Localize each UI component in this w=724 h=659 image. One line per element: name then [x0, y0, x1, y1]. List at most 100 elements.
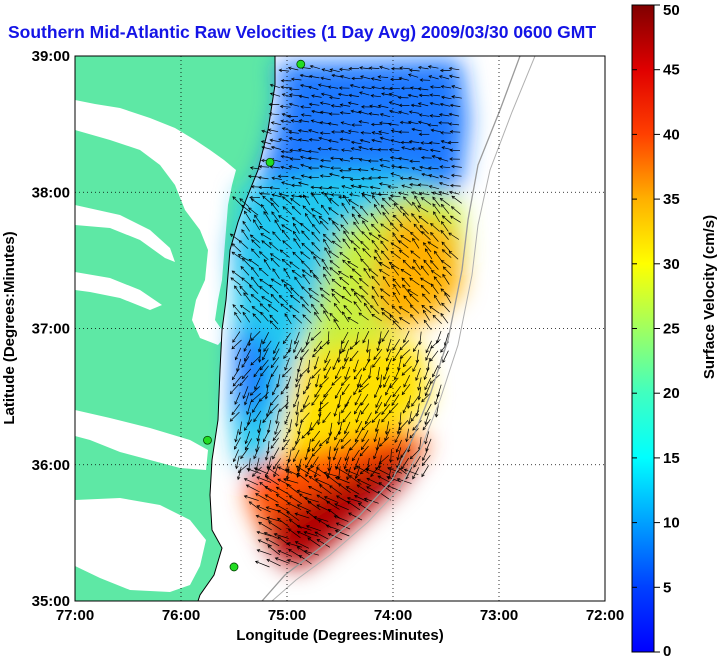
velocity-arrowhead [270, 364, 275, 369]
velocity-arrowhead [407, 73, 412, 77]
velocity-arrow [255, 493, 269, 502]
velocity-arrow [259, 278, 270, 287]
velocity-arrowhead [398, 317, 403, 321]
velocity-arrow [348, 130, 359, 133]
velocity-arrow [236, 358, 242, 372]
velocity-arrow [311, 208, 322, 216]
velocity-arrow [402, 212, 412, 223]
velocity-arrow [361, 438, 370, 450]
velocity-arrow [412, 238, 420, 249]
velocity-arrow [430, 149, 441, 152]
velocity-arrowhead [371, 275, 375, 280]
velocity-arrow [357, 215, 369, 223]
velocity-arrowhead [256, 476, 261, 480]
velocity-arrow [371, 78, 382, 81]
velocity-arrowhead [261, 356, 266, 361]
velocity-arrow [436, 330, 442, 344]
velocity-arrowhead [295, 423, 299, 427]
velocity-arrowhead [398, 249, 403, 254]
velocity-arrow [389, 93, 400, 97]
velocity-arrowhead [262, 419, 266, 424]
velocity-arrow [304, 550, 319, 556]
velocity-arrowhead [422, 309, 427, 314]
velocity-arrowhead [385, 391, 389, 396]
velocity-arrowhead [268, 102, 273, 107]
velocity-arrowhead [249, 234, 254, 238]
velocity-arrowhead [449, 215, 454, 219]
velocity-arrowhead [247, 174, 252, 179]
velocity-arrow [451, 85, 462, 90]
velocity-arrow [340, 159, 351, 162]
velocity-arrow [290, 198, 301, 207]
velocity-arrow [442, 274, 450, 285]
y-tick-label: 38:00 [32, 184, 70, 201]
velocity-arrowhead [380, 307, 385, 311]
velocity-arrow [280, 105, 291, 108]
velocity-arrow [268, 304, 279, 312]
velocity-arrowhead [330, 156, 334, 160]
velocity-arrowhead [370, 122, 375, 127]
velocity-arrow [428, 167, 439, 170]
velocity-arrow [361, 132, 372, 134]
velocity-arrow [329, 422, 333, 436]
velocity-arrowhead [413, 259, 417, 263]
velocity-arrowhead [256, 437, 260, 442]
velocity-arrowhead [302, 404, 307, 409]
velocity-arrowhead [251, 306, 256, 310]
velocity-arrow [429, 185, 440, 190]
velocity-arrowhead [318, 484, 323, 488]
velocity-arrowhead [396, 477, 401, 482]
velocity-arrow [283, 268, 291, 279]
velocity-arrow [409, 111, 420, 114]
velocity-arrow [323, 266, 332, 277]
velocity-arrowhead [400, 140, 404, 145]
velocity-arrow [299, 367, 310, 377]
velocity-arrow [338, 349, 341, 363]
velocity-arrow [373, 348, 383, 360]
velocity-arrow [411, 128, 422, 132]
velocity-arrow [259, 391, 269, 402]
velocity-arrowhead [389, 194, 394, 198]
velocity-arrowhead [398, 165, 402, 169]
velocity-arrowhead [432, 373, 436, 378]
velocity-arrow [266, 476, 279, 486]
velocity-arrow [358, 169, 369, 171]
velocity-arrowhead [232, 196, 236, 200]
velocity-arrowhead [293, 237, 297, 242]
velocity-arrow [302, 314, 312, 324]
velocity-arrow [232, 368, 240, 380]
velocity-arrowhead [399, 120, 404, 125]
velocity-arrowhead [280, 391, 284, 395]
velocity-arrowhead [373, 203, 378, 208]
velocity-arrow [400, 206, 409, 216]
velocity-arrowhead [361, 438, 365, 443]
velocity-arrowhead [272, 391, 276, 396]
velocity-arrow [428, 75, 439, 80]
velocity-arrowhead [334, 395, 338, 399]
velocity-arrow [351, 288, 362, 297]
velocity-arrow [386, 348, 392, 362]
velocity-arrowhead [401, 146, 405, 150]
velocity-arrowhead [411, 213, 415, 217]
velocity-arrow [319, 287, 330, 296]
velocity-arrowhead [334, 466, 339, 470]
velocity-arrow [449, 67, 460, 71]
velocity-arrowhead [399, 355, 404, 359]
velocity-arrowhead [398, 76, 403, 81]
velocity-arrowhead [362, 247, 366, 252]
velocity-arrow [334, 503, 349, 511]
velocity-arrowhead [263, 258, 267, 263]
velocity-arrow [390, 449, 392, 463]
velocity-arrowhead [420, 155, 425, 160]
velocity-arrow [340, 104, 351, 107]
velocity-arrowhead [390, 66, 395, 71]
velocity-arrow [300, 164, 311, 168]
velocity-arrow [450, 149, 461, 152]
velocity-arrowhead [260, 373, 264, 377]
velocity-arrowhead [297, 148, 302, 152]
velocity-arrow [340, 340, 343, 354]
velocity-arrowhead [368, 232, 373, 236]
velocity-arrow [329, 173, 340, 177]
velocity-arrowhead [310, 119, 315, 123]
